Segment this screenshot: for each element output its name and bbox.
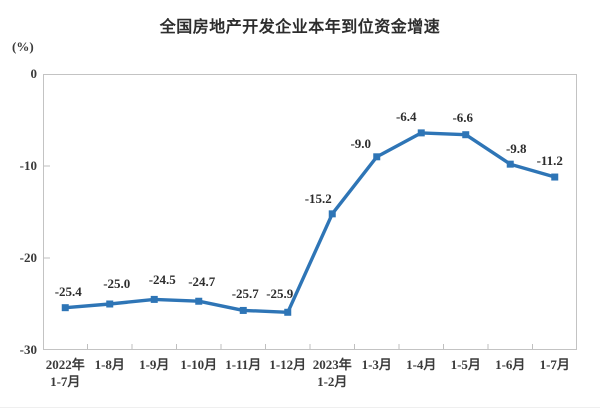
x-axis-label: 1-5月 <box>450 357 481 372</box>
y-axis-label: -30 <box>19 342 37 357</box>
data-label: -25.9 <box>266 286 294 302</box>
data-label: -25.4 <box>54 283 82 299</box>
plot-area <box>43 74 577 350</box>
data-label: -25.0 <box>103 276 131 291</box>
data-label: -9.8 <box>505 141 527 157</box>
x-axis-label: 1-6月 <box>495 357 526 372</box>
data-point-marker <box>150 295 158 303</box>
x-axis-label: 2023年 1-2月 <box>312 357 352 389</box>
x-axis-label: 1-9月 <box>139 357 170 372</box>
x-axis-label: 1-3月 <box>361 357 392 372</box>
x-axis-label: 1-12月 <box>269 357 307 372</box>
data-point-marker <box>373 153 381 161</box>
y-axis-unit-label: (%) <box>12 39 34 54</box>
x-axis-label: 1-11月 <box>225 357 262 372</box>
data-label: -6.4 <box>395 108 417 124</box>
data-point-marker <box>551 173 559 181</box>
data-label: -24.5 <box>148 272 176 288</box>
data-label: -6.6 <box>452 109 474 125</box>
page-divider <box>0 407 600 408</box>
data-point-marker <box>195 297 203 305</box>
data-point-marker <box>417 129 425 137</box>
data-label: -11.2 <box>536 153 563 169</box>
data-label: -24.7 <box>188 274 216 290</box>
data-point-marker <box>284 308 292 316</box>
data-line <box>63 131 557 314</box>
data-label: -25.7 <box>231 286 259 302</box>
data-point-marker <box>506 160 514 168</box>
data-point-marker <box>328 210 336 218</box>
data-point-marker <box>239 306 247 314</box>
y-axis-label: -10 <box>19 158 37 173</box>
chart-title: 全国房地产开发企业本年到位资金增速 <box>159 19 441 36</box>
data-point-marker <box>61 304 69 312</box>
x-axis-label: 1-7月 <box>539 357 570 372</box>
data-label: -9.0 <box>350 135 372 151</box>
y-axis-label: 0 <box>30 66 38 81</box>
y-axis-label: -20 <box>19 250 37 265</box>
x-axis-label: 1-10月 <box>180 357 218 372</box>
x-axis-label: 2022年 1-7月 <box>45 357 85 389</box>
x-axis-label: 1-4月 <box>406 357 437 372</box>
x-axis-label: 1-8月 <box>94 357 125 372</box>
data-point-marker <box>106 300 114 308</box>
data-point-marker <box>462 131 470 139</box>
data-label: -15.2 <box>304 190 332 206</box>
